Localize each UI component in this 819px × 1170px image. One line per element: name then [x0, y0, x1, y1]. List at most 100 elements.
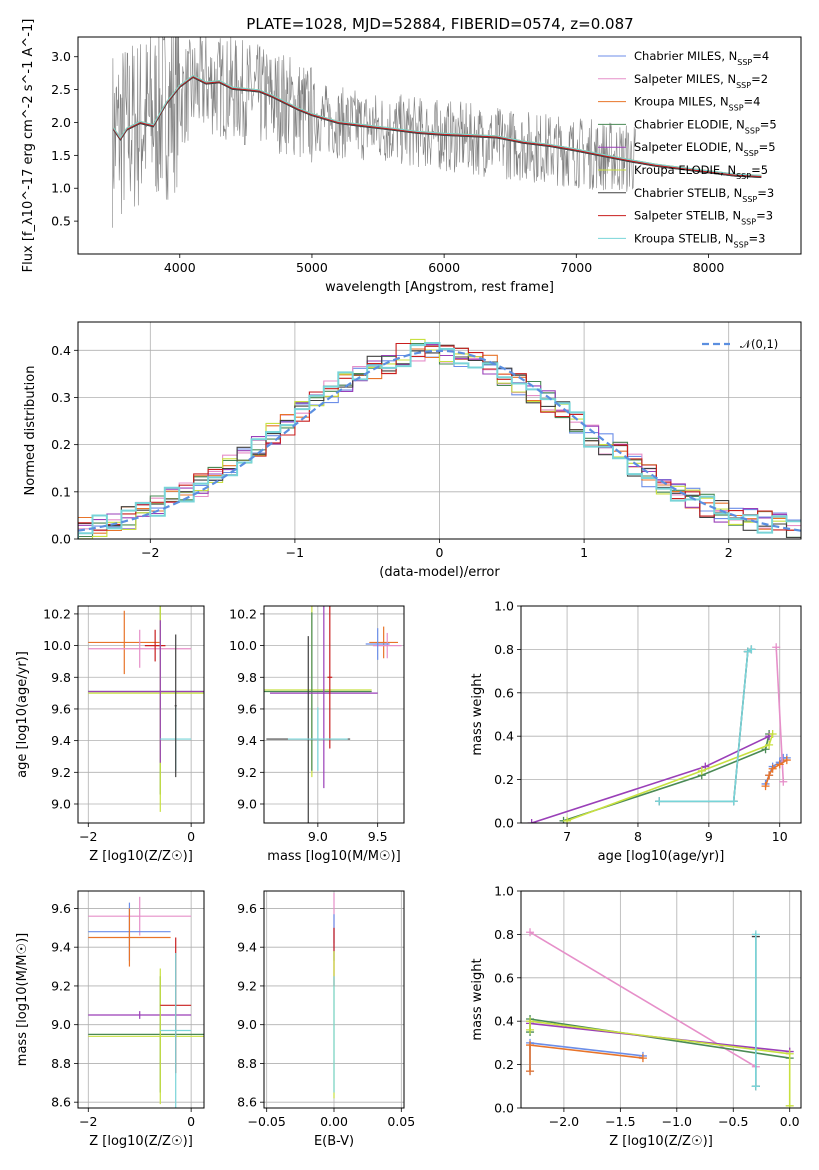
x-tick-label: 8000 — [693, 260, 725, 275]
x-tick-label: −2 — [79, 1114, 97, 1129]
weight-marker — [785, 1049, 794, 1058]
weight-marker — [638, 1054, 647, 1063]
model-line-8 — [113, 74, 762, 176]
x-tick-label: 9 — [705, 829, 713, 844]
y-tick-label: 8.6 — [51, 1095, 71, 1110]
x-axis-label: (data-model)/error — [379, 565, 500, 580]
y-tick-label: 8.6 — [237, 1095, 257, 1110]
plot-layer: 4000 5000 6000 7000 80000.51.01.52.02.53.0wa… — [15, 19, 802, 1149]
weight_vs_Z-plot — [526, 928, 794, 1108]
x-tick-label: 5000 — [296, 260, 328, 275]
y-tick-label: 9.4 — [51, 733, 71, 748]
y-axis-label: age [log10(age/yr)] — [15, 651, 30, 778]
x-tick-label: 7000 — [560, 260, 592, 275]
gaussian-curve — [78, 349, 801, 532]
x-tick-label: −1 — [286, 545, 304, 560]
legend-label-8: Kroupa STELIB, NSSP=3 — [634, 231, 765, 249]
y-tick-label: 9.4 — [51, 940, 71, 955]
axes-age_vs_mass: 9.0 9.5 9.0 9.2 9.4 9.6 9.8 10.0 10.2 mass [log10… — [229, 606, 404, 864]
axes-mass_vs_Z: −2 0 8.6 8.8 9.0 9.2 9.4 9.6 Z [log10(Z/Z☉)] mass… — [15, 891, 204, 1149]
legend-label-6: Chabrier STELIB, NSSP=3 — [634, 186, 774, 204]
weight-marker — [768, 764, 777, 773]
y-tick-label: 0.2 — [494, 1057, 514, 1072]
weight-marker — [563, 816, 572, 823]
x-tick-label: 9.0 — [308, 829, 328, 844]
x-tick-label: 7 — [563, 829, 571, 844]
y-tick-label: 0.2 — [494, 772, 514, 787]
axes-age_vs_Z: −2 0 9.0 9.2 9.4 9.6 9.8 10.0 10.2 Z [log10(Z/Z☉)… — [15, 606, 204, 864]
y-tick-label: 1.0 — [494, 884, 514, 899]
y-tick-label: 0.6 — [494, 970, 514, 985]
figure-title: PLATE=1028, MJD=52884, FIBERID=0574, z=0… — [246, 15, 633, 33]
x-tick-label: −2.0 — [549, 1114, 579, 1129]
weight-marker — [729, 797, 738, 806]
axes-weight_vs_Z: −2.0 −1.5 −1.0 −0.5 0.0 0.0 0.2 0.4 0.6 0.8 1.0 Z [… — [470, 884, 801, 1149]
axes-frame — [520, 605, 802, 824]
weight-marker — [747, 645, 756, 654]
y-tick-label: 9.0 — [237, 796, 257, 811]
spectrum-plot — [112, 37, 762, 228]
weight-marker — [775, 760, 784, 769]
axes-frame — [77, 36, 802, 255]
histogram-plot — [78, 338, 801, 539]
weight-line-7 — [659, 648, 752, 803]
y-tick-label: 10.0 — [229, 638, 257, 653]
weight-line-5 — [529, 1020, 791, 1106]
spectrum-legend: Chabrier MILES, NSSP=4 Salpeter MILES, NS… — [598, 49, 777, 249]
weight_vs_age-plot — [527, 643, 791, 823]
gaussian-legend-label: 𝒩(0,1) — [740, 337, 778, 351]
x-axis-label: Z [log10(Z/Z☉)] — [89, 849, 193, 864]
weight-marker — [526, 1025, 535, 1034]
y-axis-label: mass weight — [470, 673, 485, 755]
y-tick-label: 1.5 — [51, 148, 71, 163]
x-tick-label: 2 — [725, 545, 733, 560]
weight-line-3 — [529, 1018, 790, 1059]
y-tick-label: 0.4 — [494, 729, 514, 744]
y-tick-label: 0.0 — [494, 1101, 514, 1116]
x-tick-label: 0.00 — [320, 1114, 348, 1129]
y-tick-label: 0.2 — [51, 437, 71, 452]
x-tick-label: −0.5 — [718, 1114, 748, 1129]
y-tick-label: 9.0 — [237, 1017, 257, 1032]
weight-line-5 — [566, 733, 774, 822]
y-tick-label: 10.2 — [43, 606, 71, 621]
x-axis-label: mass [log10(M/M☉)] — [267, 849, 400, 864]
y-tick-label: 9.0 — [51, 1017, 71, 1032]
x-tick-label: −1.5 — [605, 1114, 635, 1129]
legend-label-7: Salpeter STELIB, NSSP=3 — [634, 209, 773, 227]
y-tick-label: 9.2 — [237, 765, 257, 780]
x-tick-label: 6000 — [428, 260, 460, 275]
weight-marker — [527, 819, 536, 823]
weight-marker — [765, 740, 774, 749]
x-tick-label: −1.0 — [662, 1114, 692, 1129]
legend-label-2: Kroupa MILES, NSSP=4 — [634, 95, 760, 113]
y-tick-label: 0.5 — [51, 214, 71, 229]
weight-marker — [785, 1101, 794, 1108]
legend-label-4: Salpeter ELODIE, NSSP=5 — [634, 140, 776, 158]
axes-frame — [520, 890, 802, 1109]
y-tick-label: 9.2 — [51, 765, 71, 780]
y-tick-label: 2.5 — [51, 82, 71, 97]
y-tick-label: 0.0 — [494, 816, 514, 831]
weight-line-3 — [563, 733, 770, 822]
y-tick-label: 9.2 — [237, 978, 257, 993]
y-tick-label: 0.6 — [494, 685, 514, 700]
x-tick-label: 0 — [436, 545, 444, 560]
y-tick-label: 0.8 — [494, 927, 514, 942]
y-tick-label: 9.0 — [51, 796, 71, 811]
x-tick-label: −0.05 — [248, 1114, 286, 1129]
weight-line-1 — [775, 647, 785, 782]
weight-marker — [526, 1041, 535, 1050]
y-axis-label: Normed distribution — [23, 366, 38, 496]
x-tick-label: 10 — [772, 829, 788, 844]
observed-spectrum-line — [112, 37, 637, 228]
x-tick-label: 0 — [187, 829, 195, 844]
axes-frame — [77, 605, 205, 824]
hist-step-8 — [78, 342, 801, 539]
weight-marker — [751, 930, 760, 939]
y-tick-label: 10.2 — [229, 606, 257, 621]
weight-marker — [761, 782, 770, 791]
x-tick-label: 0.0 — [780, 1114, 800, 1129]
legend-label-0: Chabrier MILES, NSSP=4 — [634, 49, 769, 67]
